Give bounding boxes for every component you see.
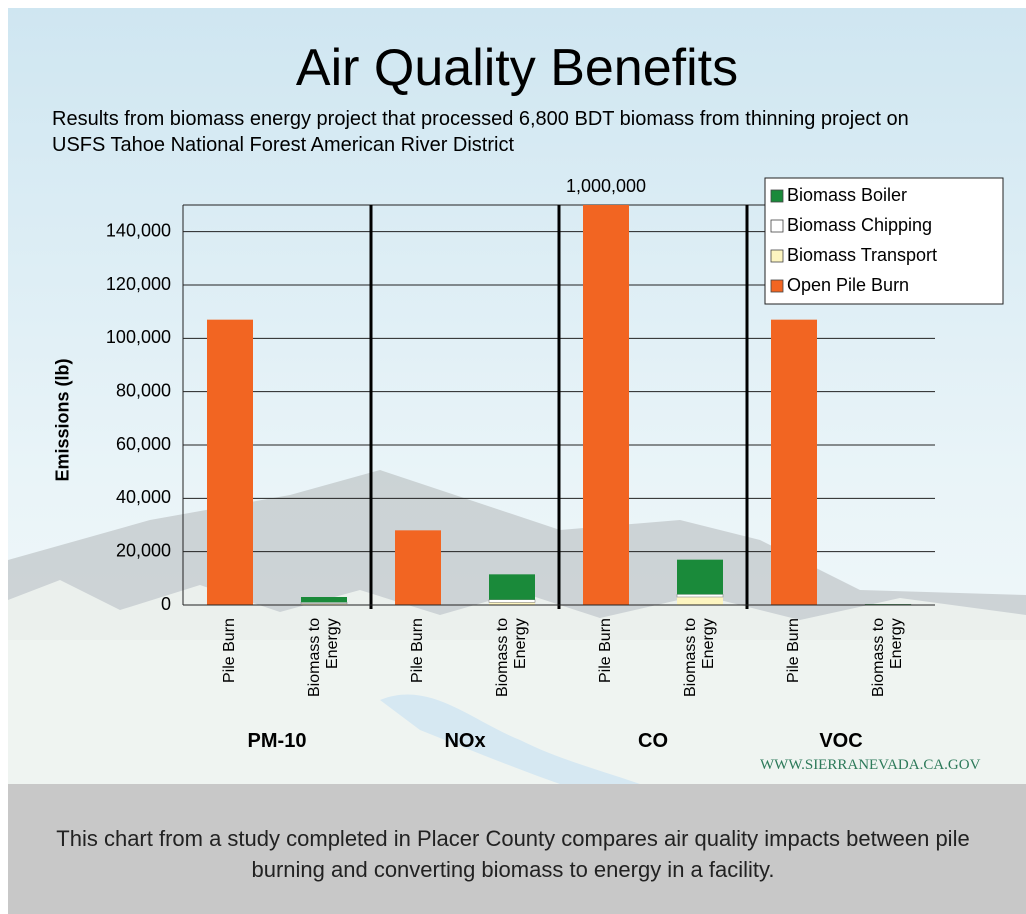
legend-swatch bbox=[770, 189, 784, 203]
bar-segment bbox=[676, 594, 724, 598]
y-axis-label: Emissions (lb) bbox=[52, 358, 73, 482]
bar-segment bbox=[771, 319, 817, 605]
caption-background bbox=[8, 784, 1026, 914]
legend-label: Biomass Transport bbox=[787, 245, 937, 265]
y-tick-label: 60,000 bbox=[116, 434, 171, 454]
group-label: NOx bbox=[444, 730, 486, 752]
bars bbox=[207, 205, 912, 606]
bar-segment bbox=[207, 319, 253, 605]
x-tick-label: Pile Burn bbox=[221, 618, 238, 683]
x-tick-label: Biomass to Energy bbox=[306, 618, 341, 698]
y-tick-label: 120,000 bbox=[106, 274, 171, 294]
legend-label: Biomass Chipping bbox=[787, 215, 932, 235]
y-tick-label: 20,000 bbox=[116, 540, 171, 560]
legend-swatch bbox=[770, 249, 784, 263]
x-tick-label: Biomass to Energy bbox=[682, 618, 717, 698]
bar-segment bbox=[301, 597, 347, 603]
group-label: PM-10 bbox=[247, 730, 307, 752]
bar-segment bbox=[300, 602, 348, 604]
x-tick-label: Biomass to Energy bbox=[494, 618, 529, 698]
x-tick-label: Biomass to Energy bbox=[870, 618, 905, 698]
plot-area: 0 20,000 40,000 60,000 80,000 100,000 120,000 1… bbox=[106, 176, 1004, 614]
bar-segment bbox=[677, 597, 723, 605]
bar-segment bbox=[301, 603, 347, 605]
legend-label: Open Pile Burn bbox=[787, 275, 909, 295]
y-tick-label: 0 bbox=[161, 594, 171, 614]
bar-segment bbox=[488, 599, 536, 603]
y-tick-label: 100,000 bbox=[106, 327, 171, 347]
x-tick-label: Pile Burn bbox=[785, 618, 802, 683]
y-tick-label: 40,000 bbox=[116, 487, 171, 507]
watermark: WWW.SIERRANEVADA.CA.GOV bbox=[760, 757, 981, 773]
bar-segment bbox=[489, 574, 535, 600]
caption: This chart from a study completed in Pla… bbox=[56, 826, 970, 882]
bar-segment bbox=[395, 530, 441, 605]
bar-segment bbox=[489, 602, 535, 605]
subtitle: Results from biomass energy project that… bbox=[52, 108, 909, 156]
x-tick-label: Pile Burn bbox=[409, 618, 426, 683]
group-label: CO bbox=[638, 730, 668, 752]
legend-swatch bbox=[770, 219, 784, 233]
river-decor bbox=[380, 694, 640, 784]
legend-box bbox=[764, 177, 1004, 305]
x-tick-label: Pile Burn bbox=[597, 618, 614, 683]
group-label: VOC bbox=[819, 730, 863, 752]
value-label: 1,000,000 bbox=[566, 176, 646, 196]
legend-swatch bbox=[770, 279, 784, 293]
legend: Biomass Boiler Biomass Chipping Biomass Tr… bbox=[764, 177, 1004, 305]
y-tick-label: 80,000 bbox=[116, 380, 171, 400]
bar-segment bbox=[677, 559, 723, 595]
bar-segment bbox=[583, 205, 629, 605]
tree-decor bbox=[8, 580, 1026, 784]
y-tick-label: 140,000 bbox=[106, 220, 171, 240]
title: Air Quality Benefits bbox=[295, 39, 739, 97]
legend-label: Biomass Boiler bbox=[787, 185, 907, 205]
